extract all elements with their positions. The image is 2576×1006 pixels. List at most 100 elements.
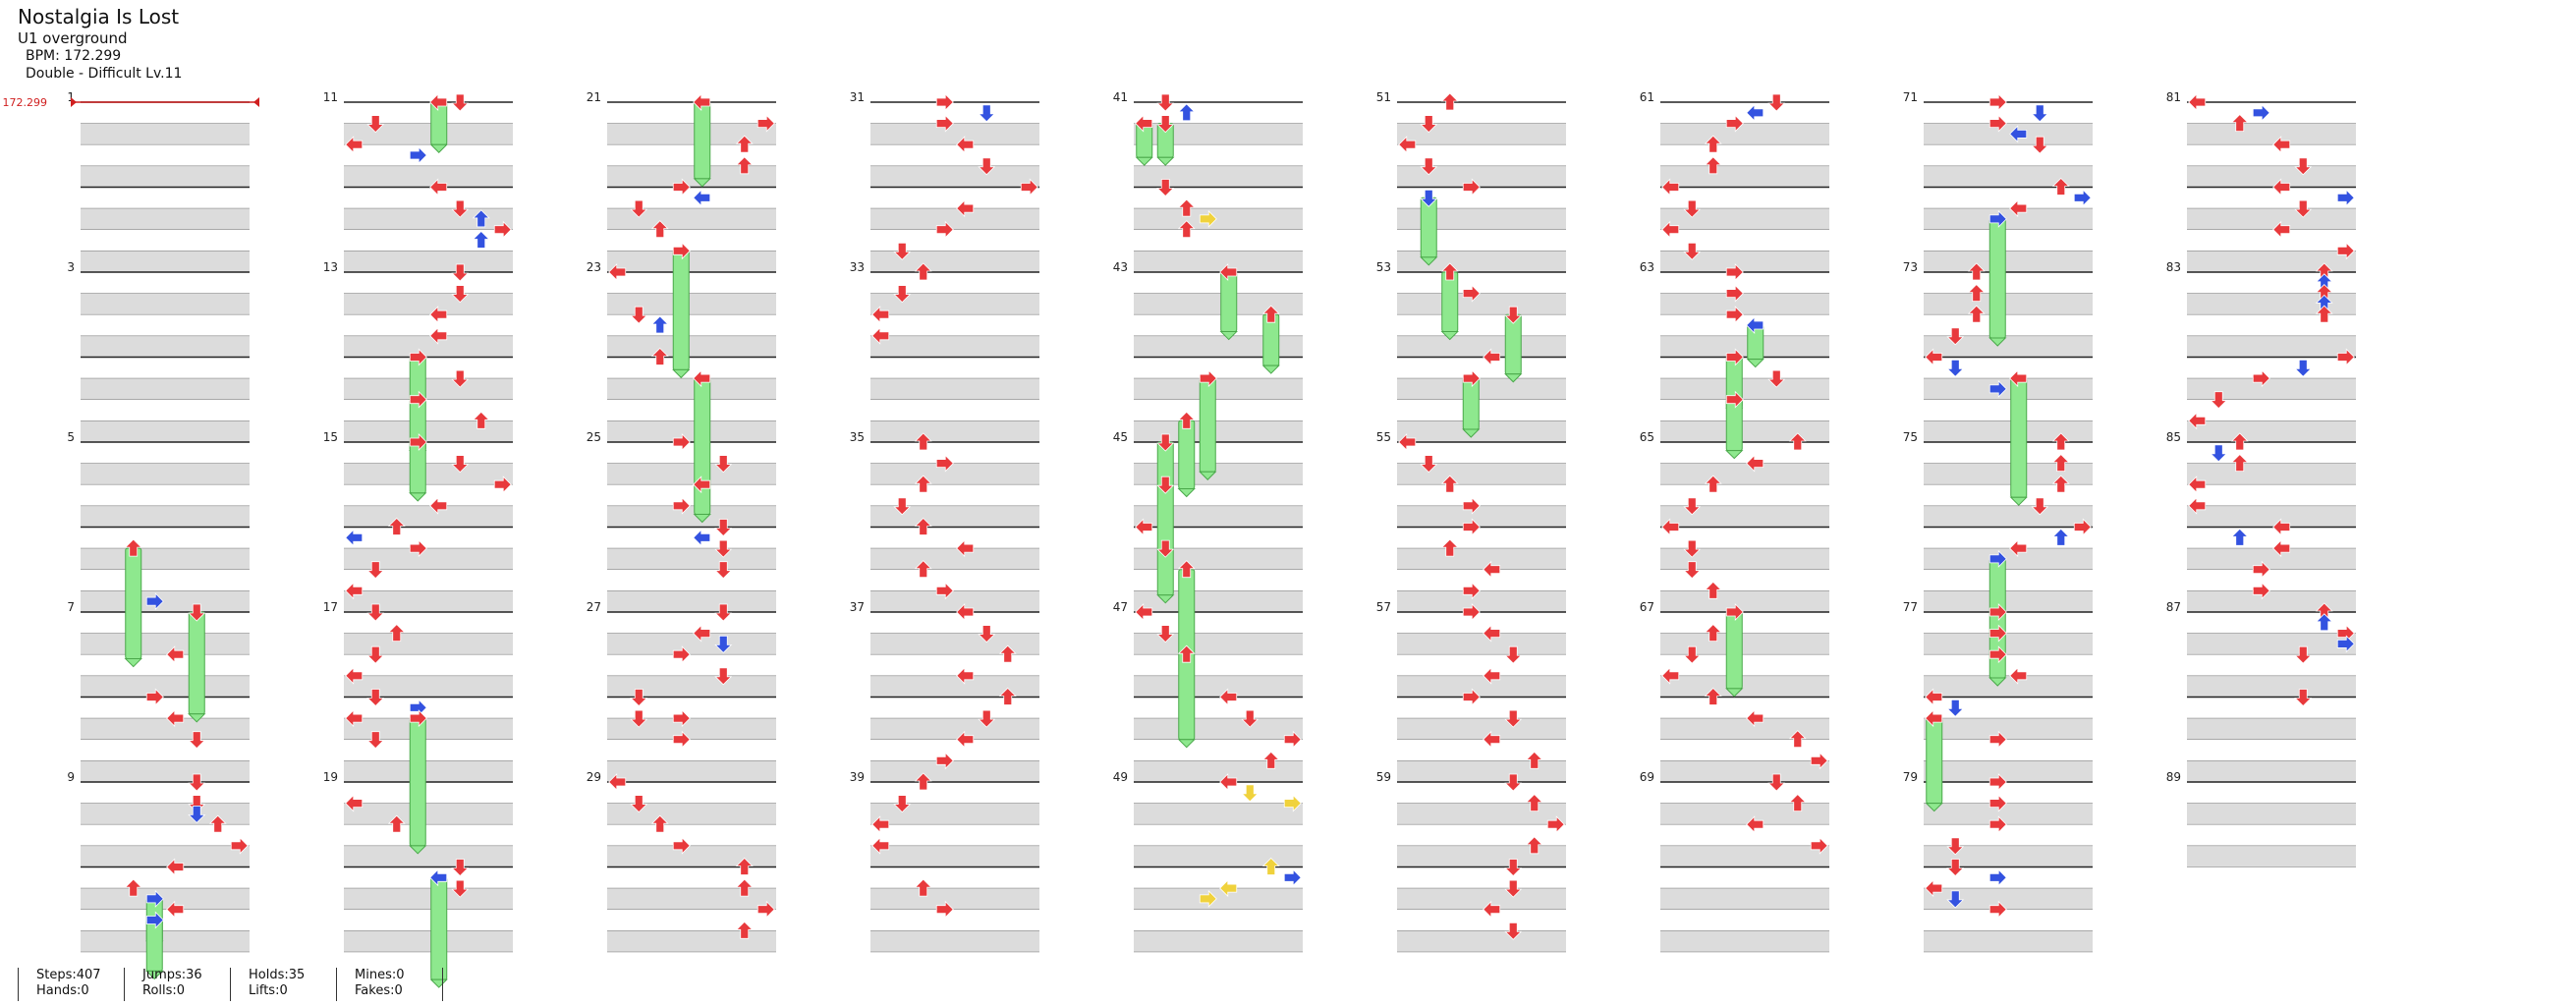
- right-arrow-icon: [409, 390, 427, 409]
- right-arrow-icon: [1988, 900, 2007, 919]
- left-arrow-icon: [1219, 879, 1238, 898]
- left-arrow-icon: [345, 529, 364, 547]
- left-arrow-icon: [1483, 666, 1501, 685]
- down-arrow-icon: [1420, 189, 1438, 207]
- left-arrow-icon: [429, 496, 448, 515]
- beat-band: [344, 845, 513, 867]
- left-arrow-icon: [1219, 263, 1238, 281]
- down-arrow-icon: [451, 285, 470, 304]
- beat-band: [1924, 420, 2093, 442]
- beat-band: [607, 633, 776, 655]
- left-arrow-icon: [1746, 709, 1764, 728]
- up-arrow-icon: [1704, 581, 1722, 599]
- down-arrow-icon: [1504, 306, 1523, 324]
- beat-band: [1134, 888, 1303, 910]
- down-arrow-icon: [188, 773, 206, 792]
- beat-band: [870, 548, 1039, 570]
- beat-band: [1397, 505, 1566, 528]
- down-arrow-icon: [714, 667, 733, 686]
- right-arrow-icon: [2336, 635, 2355, 653]
- left-arrow-icon: [1483, 900, 1501, 919]
- beat-band: [1924, 930, 2093, 952]
- hold-tail-icon: [1199, 471, 1217, 480]
- right-arrow-icon: [1725, 306, 1744, 324]
- right-arrow-icon: [1725, 263, 1744, 281]
- bpm-label: BPM: 172.299: [26, 48, 122, 64]
- right-arrow-icon: [1725, 390, 1744, 409]
- beat-band: [81, 930, 250, 952]
- beat-band: [870, 718, 1039, 740]
- down-arrow-icon: [1156, 625, 1175, 643]
- left-arrow-icon: [1398, 136, 1417, 154]
- beat-band: [870, 123, 1039, 145]
- down-arrow-icon: [451, 455, 470, 474]
- down-arrow-icon: [1683, 497, 1702, 516]
- right-arrow-icon: [2252, 369, 2270, 388]
- measure-number: 39: [850, 770, 865, 784]
- hold-tail-icon: [1462, 428, 1481, 438]
- stats-end-divider: [442, 968, 461, 1001]
- down-arrow-icon: [451, 859, 470, 877]
- down-arrow-icon: [1504, 709, 1523, 728]
- down-arrow-icon: [1156, 179, 1175, 197]
- beat-band: [344, 251, 513, 272]
- down-arrow-icon: [630, 199, 648, 218]
- down-arrow-icon: [714, 539, 733, 558]
- left-arrow-icon: [956, 730, 975, 749]
- beat-band: [607, 803, 776, 825]
- down-arrow-icon: [978, 709, 996, 728]
- beat-band: [607, 251, 776, 272]
- up-arrow-icon: [1177, 644, 1196, 663]
- up-arrow-icon: [1440, 262, 1459, 281]
- right-arrow-icon: [1810, 836, 1828, 855]
- beat-band: [870, 845, 1039, 867]
- measure-number: 73: [1903, 260, 1918, 274]
- hold-body: [409, 357, 426, 401]
- up-arrow-icon: [2051, 475, 2070, 493]
- right-arrow-icon: [2336, 189, 2355, 207]
- down-arrow-icon: [714, 455, 733, 474]
- right-arrow-icon: [756, 114, 775, 133]
- right-arrow-icon: [935, 93, 954, 111]
- beat-band: [1660, 378, 1829, 400]
- right-arrow-icon: [493, 220, 512, 239]
- left-arrow-icon: [2272, 136, 2291, 154]
- left-arrow-icon: [1746, 103, 1764, 122]
- right-arrow-icon: [1988, 93, 2007, 111]
- beat-band: [81, 675, 250, 698]
- down-arrow-icon: [1946, 890, 1965, 909]
- up-arrow-icon: [914, 432, 932, 451]
- down-arrow-icon: [1504, 922, 1523, 940]
- measure-number: 53: [1376, 260, 1391, 274]
- left-arrow-icon: [1135, 603, 1153, 621]
- beat-band: [1924, 675, 2093, 698]
- right-arrow-icon: [1462, 369, 1481, 388]
- beat-band: [1660, 505, 1829, 528]
- beat-band: [1134, 335, 1303, 358]
- left-arrow-icon: [1925, 688, 1943, 706]
- left-arrow-icon: [693, 189, 711, 207]
- up-arrow-icon: [735, 921, 754, 939]
- beat-band: [344, 293, 513, 315]
- beat-band: [344, 888, 513, 910]
- beat-band: [2187, 420, 2356, 442]
- hold-tail-icon: [1156, 156, 1175, 166]
- beat-band: [870, 930, 1039, 952]
- hold-tail-icon: [145, 970, 164, 980]
- left-arrow-icon: [166, 900, 185, 919]
- right-arrow-icon: [1988, 773, 2007, 791]
- left-arrow-icon: [345, 136, 364, 154]
- measure-number: 9: [67, 770, 75, 784]
- left-arrow-icon: [166, 645, 185, 664]
- beat-band: [870, 633, 1039, 655]
- beat-band: [1397, 633, 1566, 655]
- beat-band: [1660, 930, 1829, 952]
- right-arrow-icon: [1199, 209, 1217, 228]
- up-arrow-icon: [1704, 156, 1722, 175]
- beat-band: [1660, 718, 1829, 740]
- up-arrow-icon: [1440, 92, 1459, 111]
- beat-band: [1924, 633, 2093, 655]
- beat-band: [1134, 845, 1303, 867]
- hold-tail-icon: [1925, 803, 1943, 812]
